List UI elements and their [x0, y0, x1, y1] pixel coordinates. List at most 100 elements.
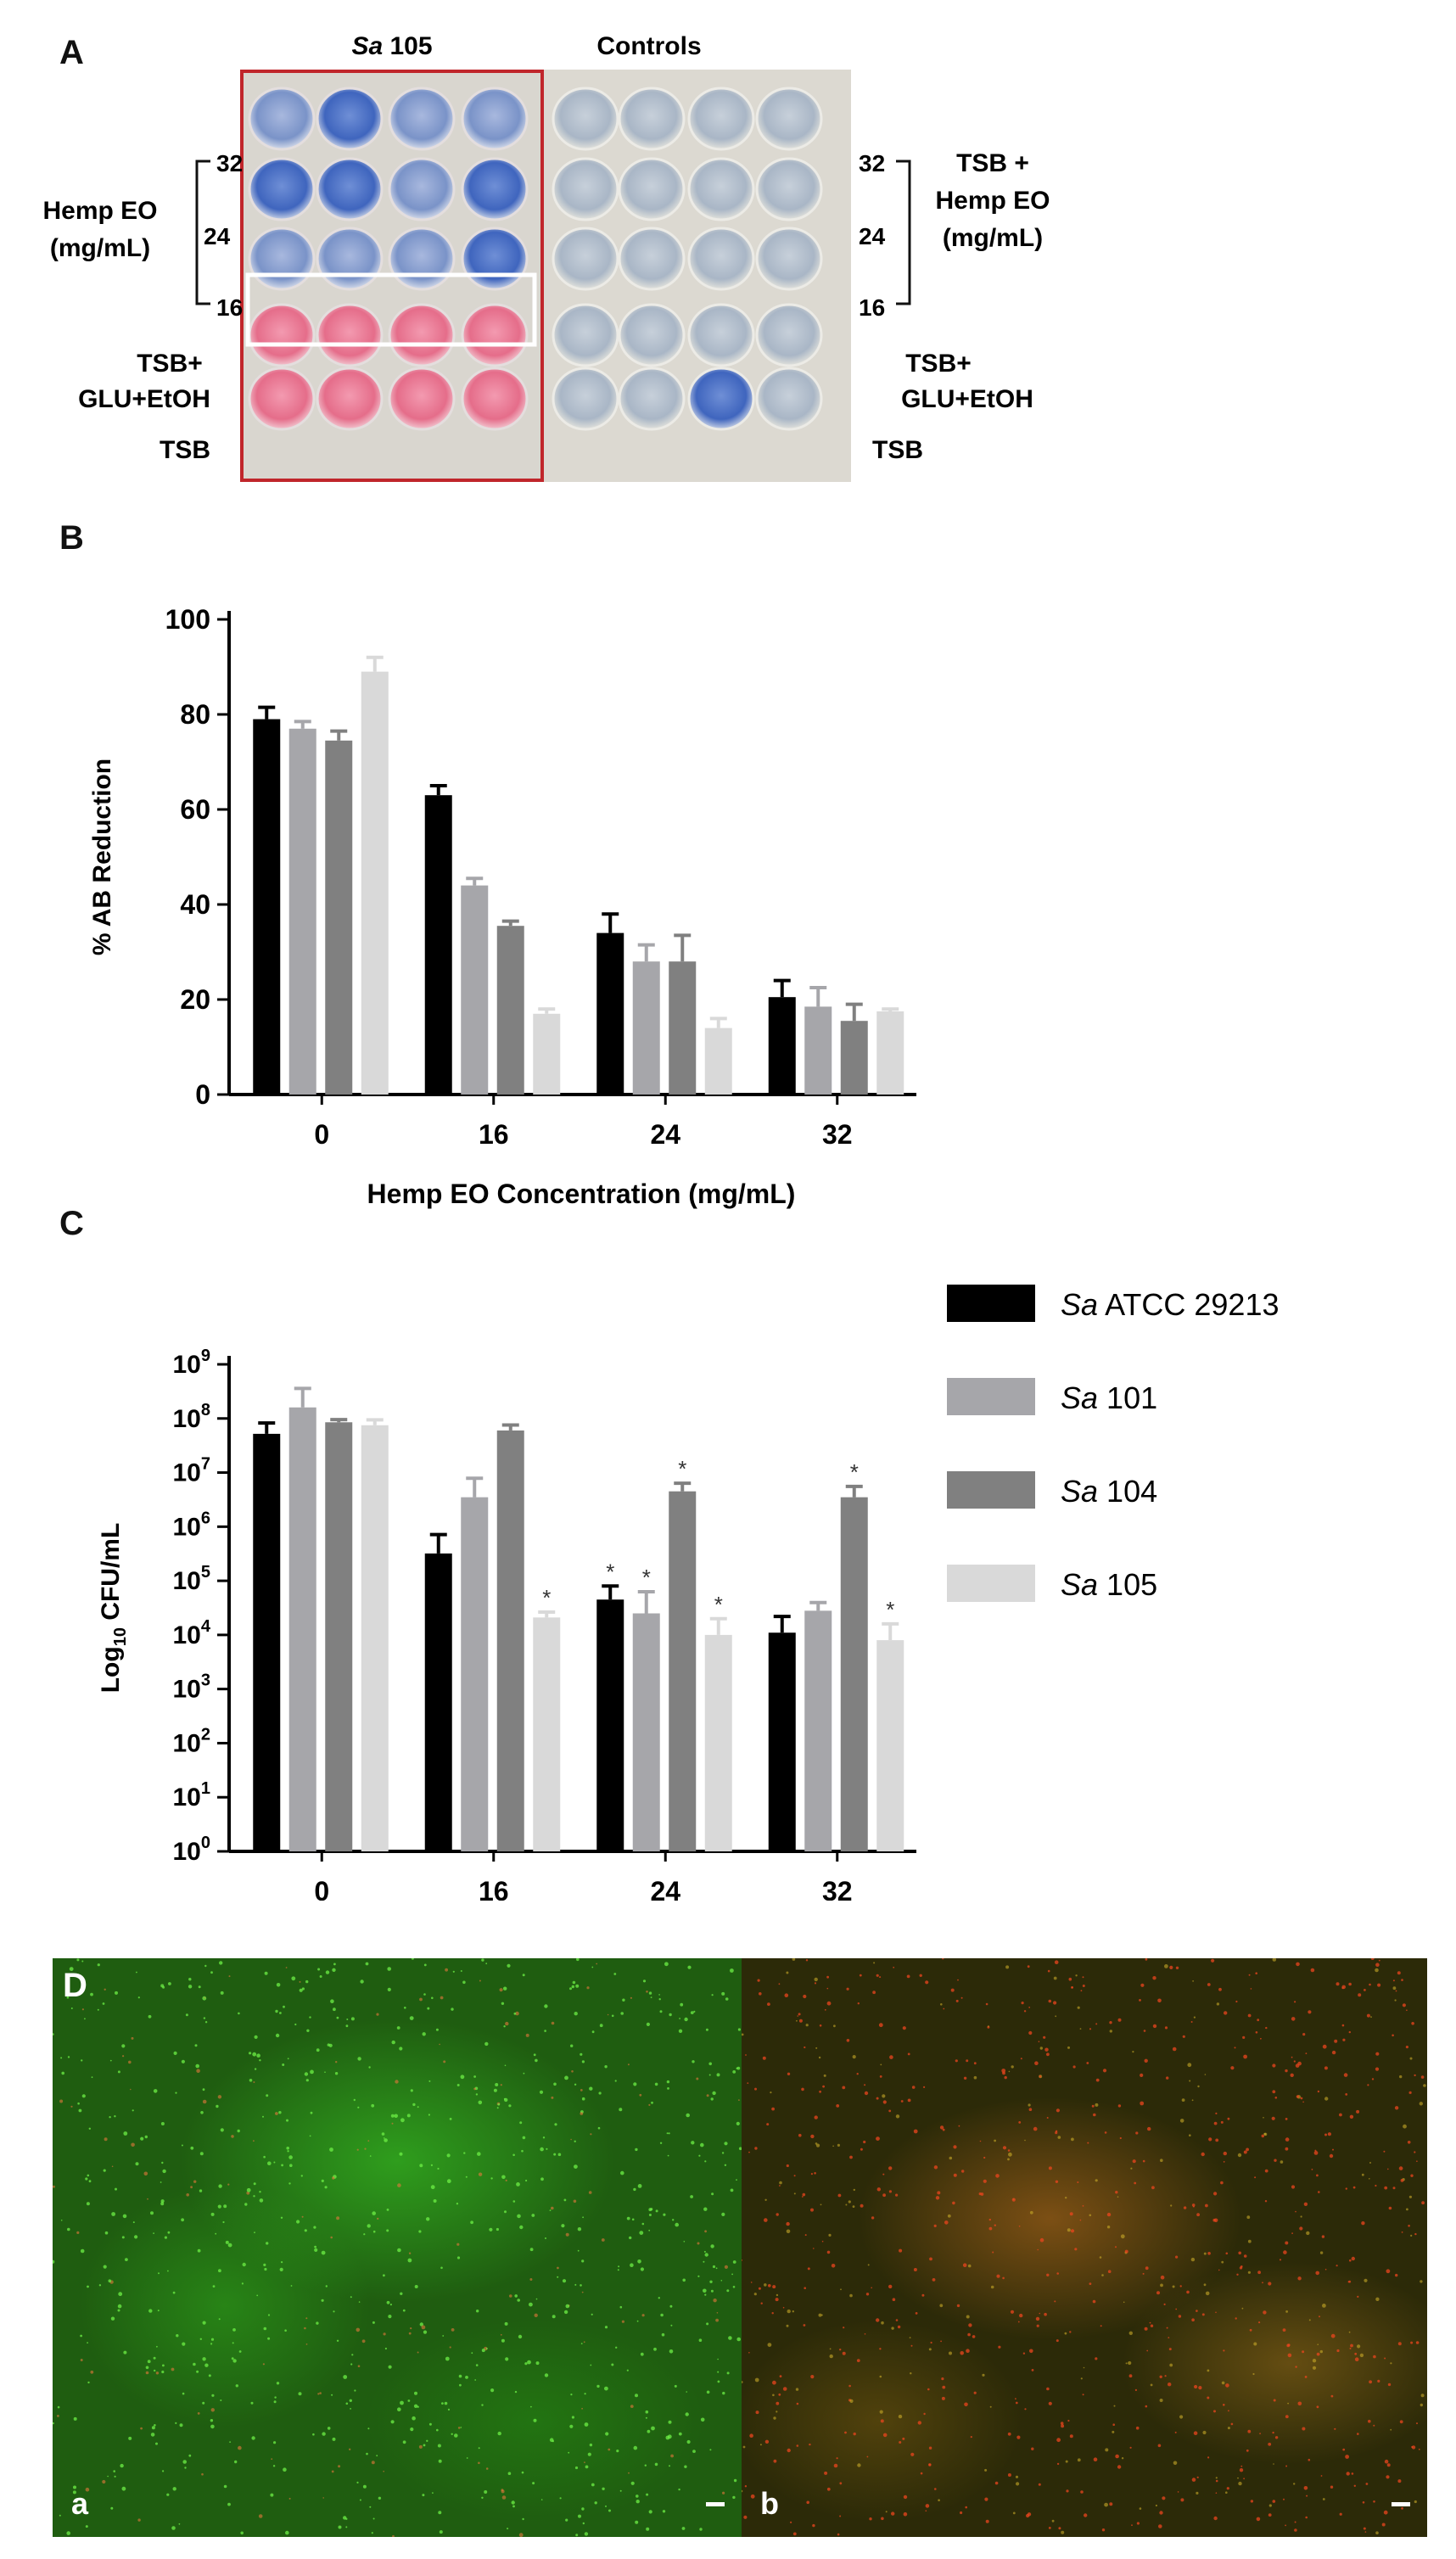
bar-sa-104-32 — [840, 1021, 868, 1095]
bar-sa-atcc-29213-24 — [596, 1599, 624, 1851]
well-control-r3-c3 — [687, 227, 755, 291]
bar-sa-101-16 — [461, 885, 489, 1095]
micro-sublabel-a: a — [71, 2486, 89, 2521]
bar-sa-105-16 — [533, 1617, 561, 1851]
y-tick-label-1e3: 103 — [173, 1671, 211, 1704]
bar-sa-101-24 — [632, 1613, 660, 1851]
y-tick-label-1e5: 105 — [173, 1563, 211, 1595]
well-control-r4-c4 — [755, 303, 823, 367]
well-sa105-r5-c2 — [316, 367, 384, 431]
panel-label-b: B — [59, 519, 84, 557]
legend-label-3: Sa 104 — [1061, 1474, 1157, 1509]
well-sa105-r3-c3 — [388, 227, 456, 291]
left-row-num-24: 24 — [204, 223, 231, 249]
well-control-r2-c4 — [755, 157, 823, 221]
well-sa105-r4-c1 — [248, 303, 316, 367]
well-control-r3-c2 — [618, 227, 686, 291]
left-group-label-line2: (mg/mL) — [50, 234, 150, 262]
well-sa105-r5-c3 — [388, 367, 456, 431]
control-wells — [552, 87, 823, 431]
legend-label-2: Sa 101 — [1061, 1380, 1157, 1415]
y-tick-label-1e9: 109 — [173, 1347, 211, 1379]
bar-sa-atcc-29213-16 — [424, 795, 452, 1095]
well-control-r5-c3 — [687, 367, 755, 431]
micro-panel-a: a — [53, 1958, 742, 2537]
well-control-r1-c1 — [552, 87, 619, 151]
x-tick-label-16: 16 — [479, 1876, 509, 1901]
bar-sa-101-24 — [632, 961, 660, 1095]
well-control-r1-c2 — [618, 87, 686, 151]
well-control-r5-c4 — [755, 367, 823, 431]
bar-sa-105-0 — [361, 1425, 389, 1851]
significance-marker: * — [542, 1585, 551, 1610]
well-control-r3-c4 — [755, 227, 823, 291]
legend-label-4: Sa 105 — [1061, 1567, 1157, 1602]
well-control-r2-c1 — [552, 157, 619, 221]
chart-c: 100 101 102 103 104 105 106 107 108 109 0 16 * 24 * * * *… — [97, 1285, 1280, 1901]
y-tick-label-0: 0 — [195, 1079, 210, 1110]
scale-bar-a — [706, 2502, 725, 2506]
x-tick-label-24: 24 — [650, 1876, 680, 1901]
bar-sa-101-16 — [461, 1497, 489, 1851]
bar-sa-104-16 — [496, 1430, 524, 1851]
sa105-red-frame — [240, 70, 544, 482]
green-speckles — [53, 1958, 742, 2537]
bar-sa-105-24 — [704, 1028, 732, 1095]
x-tick-label-0: 0 — [314, 1119, 329, 1150]
micro-panel-b: b — [742, 1958, 1427, 2537]
bar-sa-104-0 — [325, 1422, 353, 1851]
well-sa105-r1-c3 — [388, 87, 456, 151]
highlight-row-16 — [245, 272, 537, 347]
y-axis-label-b: % AB Reduction — [88, 759, 116, 955]
bar-sa-104-32 — [840, 1497, 868, 1851]
well-control-r3-c1 — [552, 227, 619, 291]
scale-bar-b — [1392, 2502, 1410, 2506]
legend-swatch-3 — [947, 1471, 1035, 1509]
bar-sa-105-16 — [533, 1013, 561, 1095]
x-tick-label-0: 0 — [314, 1876, 329, 1901]
well-sa105-r1-c1 — [248, 87, 316, 151]
x-tick-label-32: 32 — [822, 1119, 853, 1150]
plate-title-controls: Controls — [596, 32, 701, 60]
bar-sa-101-0 — [288, 728, 316, 1095]
well-sa105-r4-c2 — [316, 303, 384, 367]
left-tsb: TSB — [160, 436, 210, 464]
bar-sa-104-0 — [325, 740, 353, 1095]
right-tsb-glu-line2: GLU+EtOH — [901, 385, 1033, 413]
y-tick-label-1e0: 100 — [173, 1834, 211, 1866]
left-tsb-glu-line1: TSB+ — [137, 350, 203, 378]
y-tick-label-1e7: 107 — [173, 1455, 211, 1487]
x-axis-label-b: Hemp EO Concentration (mg/mL) — [367, 1179, 796, 1209]
well-sa105-r3-c4 — [461, 227, 529, 291]
panel-label-c: C — [59, 1205, 84, 1242]
bar-sa-atcc-29213-24 — [596, 932, 624, 1095]
significance-marker: * — [850, 1459, 859, 1485]
legend-swatch-1 — [947, 1285, 1035, 1322]
bar-sa-101-32 — [804, 1610, 832, 1851]
y-tick-label-1e6: 106 — [173, 1509, 211, 1541]
bar-sa-atcc-29213-32 — [768, 997, 796, 1095]
right-bracket — [896, 160, 911, 305]
well-sa105-r5-c1 — [248, 367, 316, 431]
well-control-r4-c2 — [618, 303, 686, 367]
right-row-num-32: 32 — [859, 150, 885, 176]
y-tick-label-20: 20 — [180, 984, 210, 1015]
bar-sa-105-32 — [876, 1640, 904, 1851]
x-tick-label-32: 32 — [822, 1876, 853, 1901]
right-group-label-line3: (mg/mL) — [943, 224, 1043, 252]
legend-swatch-4 — [947, 1565, 1035, 1602]
left-tsb-glu-line2: GLU+EtOH — [78, 385, 210, 413]
legend: Sa ATCC 29213 Sa 101 Sa 104 Sa 105 — [947, 1285, 1280, 1602]
bar-sa-atcc-29213-0 — [253, 719, 281, 1095]
y-tick-label-80: 80 — [180, 699, 210, 730]
well-sa105-r5-c4 — [461, 367, 529, 431]
bar-sa-105-0 — [361, 671, 389, 1095]
y-tick-label-1e1: 101 — [173, 1779, 211, 1811]
y-tick-label-40: 40 — [180, 889, 210, 920]
legend-swatch-2 — [947, 1378, 1035, 1415]
bar-sa-104-24 — [669, 961, 697, 1095]
bar-sa-101-0 — [288, 1407, 316, 1851]
significance-marker: * — [678, 1456, 686, 1481]
well-sa105-r1-c4 — [461, 87, 529, 151]
well-sa105-r3-c2 — [316, 227, 384, 291]
